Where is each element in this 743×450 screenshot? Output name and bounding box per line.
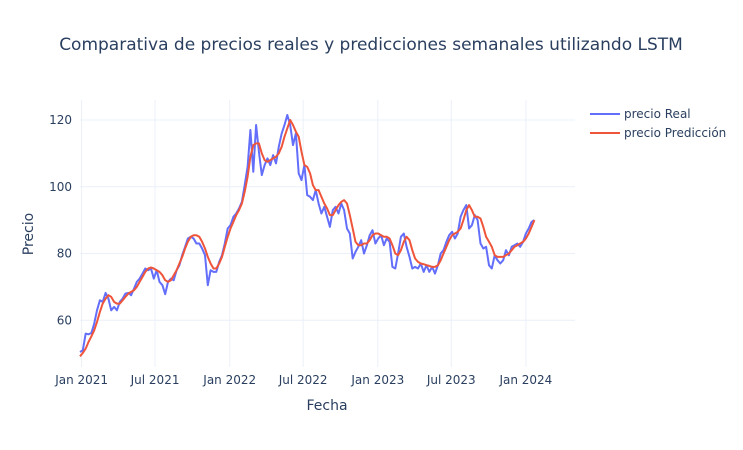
legend-item-real[interactable]: precio Real — [590, 107, 691, 121]
y-tick-label: 120 — [49, 113, 72, 127]
y-axis-ticks: 60 80 100 120 — [49, 113, 72, 327]
x-tick-label: Jul 2023 — [426, 373, 476, 387]
series-line-prediccion[interactable] — [79, 119, 536, 357]
legend-label-real: precio Real — [624, 107, 691, 121]
x-tick-label: Jan 2021 — [54, 373, 108, 387]
y-tick-label: 80 — [57, 247, 72, 261]
x-tick-label: Jan 2022 — [202, 373, 256, 387]
series-lines — [79, 114, 536, 357]
x-axis-title: Fecha — [306, 398, 347, 414]
y-axis-title: Precio — [21, 213, 37, 255]
x-tick-label: Jul 2022 — [278, 373, 328, 387]
legend[interactable]: precio Real precio Predicción — [590, 107, 726, 140]
x-axis-ticks: Jan 2021 Jul 2021 Jan 2022 Jul 2022 Jan 2023… — [54, 373, 552, 387]
y-tick-label: 100 — [49, 180, 72, 194]
legend-label-prediccion: precio Predicción — [624, 126, 726, 140]
y-tick-label: 60 — [57, 313, 72, 327]
legend-item-prediccion[interactable]: precio Predicción — [590, 126, 726, 140]
x-tick-label: Jan 2024 — [498, 373, 552, 387]
series-line-real[interactable] — [79, 114, 535, 353]
x-tick-label: Jan 2023 — [350, 373, 404, 387]
grid-lines — [80, 100, 575, 367]
x-tick-label: Jul 2021 — [130, 373, 180, 387]
chart-title: Comparativa de precios reales y predicci… — [59, 35, 683, 55]
